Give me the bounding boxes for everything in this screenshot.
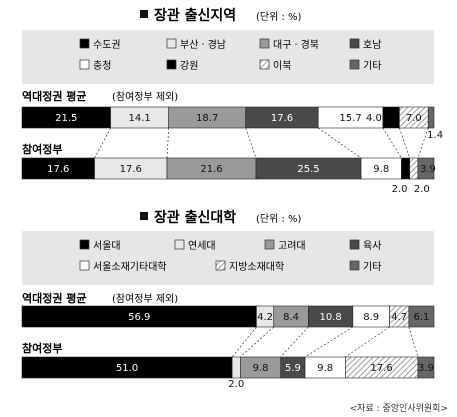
series-name: 역대정권 평균 bbox=[22, 291, 87, 305]
legend-label: 육사 bbox=[363, 240, 381, 252]
chart-title: 장관 출신대학 bbox=[154, 209, 236, 226]
data-label: 15.7 bbox=[339, 113, 361, 124]
connector-line bbox=[382, 127, 402, 159]
legend-label: 부산ㆍ경남 bbox=[180, 38, 226, 51]
connector-line bbox=[94, 127, 111, 159]
legend-label: 충청 bbox=[93, 60, 111, 72]
data-label: 56.9 bbox=[128, 312, 150, 323]
connector-line bbox=[345, 326, 390, 358]
legend-label: 기타 bbox=[363, 261, 381, 273]
data-label: 9.8 bbox=[373, 164, 389, 175]
data-label: 5.9 bbox=[285, 363, 301, 374]
connector-line bbox=[417, 127, 429, 159]
data-label: 21.5 bbox=[55, 113, 77, 124]
series-note: (참여정부 제외) bbox=[112, 293, 178, 305]
data-label: 8.9 bbox=[363, 312, 379, 323]
series-note: (참여정부 제외) bbox=[112, 91, 178, 103]
data-label: 2.0 bbox=[228, 379, 244, 390]
data-label: 6.1 bbox=[413, 312, 429, 323]
data-label: 14.1 bbox=[128, 113, 150, 124]
connector-line bbox=[231, 326, 257, 358]
bar-segment bbox=[409, 157, 419, 180]
legend-swatch bbox=[349, 239, 360, 250]
legend-box bbox=[22, 231, 434, 285]
legend-swatch bbox=[166, 38, 177, 49]
legend-swatch bbox=[79, 38, 90, 49]
data-label: 3.9 bbox=[418, 363, 434, 374]
data-label: 17.6 bbox=[371, 363, 393, 374]
data-label: 10.8 bbox=[319, 312, 341, 323]
legend-swatch bbox=[215, 260, 226, 271]
legend-swatch bbox=[79, 59, 90, 70]
legend-label: 수도권 bbox=[93, 39, 121, 51]
bar-segment bbox=[231, 356, 241, 379]
series-name: 역대정권 평균 bbox=[22, 89, 87, 103]
data-label: 2.0 bbox=[392, 184, 408, 195]
connector-line bbox=[280, 326, 309, 358]
data-label: 4.2 bbox=[257, 312, 273, 323]
source-note: <자료 : 중앙인사위원회> bbox=[350, 402, 448, 414]
bar-segment bbox=[417, 157, 435, 180]
legend-label: 고려대 bbox=[278, 240, 306, 252]
connector-line bbox=[245, 127, 257, 159]
bar-segment bbox=[401, 157, 410, 180]
legend-swatch bbox=[349, 38, 360, 49]
bar-segment bbox=[427, 106, 435, 129]
data-label: 4.0 bbox=[366, 113, 382, 124]
connector-line bbox=[318, 127, 362, 159]
chart-title: 장관 출신지역 bbox=[154, 7, 236, 24]
series-name: 참여정부 bbox=[22, 142, 62, 156]
legend-swatch bbox=[264, 239, 275, 250]
data-label: 9.8 bbox=[317, 363, 333, 374]
bar-segment bbox=[408, 305, 435, 328]
connector-line bbox=[304, 326, 354, 358]
legend-swatch bbox=[259, 38, 270, 49]
title-bullet-icon bbox=[140, 212, 148, 220]
legend-label: 지방소재대학 bbox=[229, 261, 284, 273]
connector-line bbox=[166, 127, 170, 159]
data-label: 1.4 bbox=[427, 130, 443, 141]
data-label: 17.6 bbox=[120, 164, 142, 175]
bar-segment bbox=[417, 356, 435, 379]
data-label: 8.4 bbox=[283, 312, 299, 323]
data-label: 25.5 bbox=[297, 164, 319, 175]
data-label: 9.8 bbox=[253, 363, 269, 374]
data-label: 4.7 bbox=[391, 312, 407, 323]
legend-label: 연세대 bbox=[188, 240, 216, 252]
legend-label: 강원 bbox=[180, 60, 198, 72]
legend-swatch bbox=[349, 59, 360, 70]
connector-line bbox=[408, 326, 419, 358]
data-label: 7.0 bbox=[406, 113, 422, 124]
legend-swatch bbox=[349, 260, 360, 271]
legend-label: 대구ㆍ경북 bbox=[273, 38, 319, 51]
bar-segment bbox=[382, 106, 400, 129]
connector-line bbox=[399, 127, 411, 159]
legend-box bbox=[22, 30, 434, 84]
data-label: 17.6 bbox=[271, 113, 293, 124]
legend-swatch bbox=[259, 59, 270, 70]
legend-swatch bbox=[79, 239, 90, 250]
legend-swatch bbox=[166, 59, 177, 70]
legend-swatch bbox=[174, 239, 185, 250]
connector-line bbox=[240, 326, 274, 358]
legend-swatch bbox=[79, 260, 90, 271]
chart-unit: (단위 : %) bbox=[256, 212, 302, 225]
data-label: 3.9 bbox=[420, 164, 436, 175]
legend-label: 서울대 bbox=[93, 240, 121, 252]
data-label: 21.6 bbox=[200, 164, 222, 175]
legend-label: 호남 bbox=[363, 39, 381, 51]
data-label: 51.0 bbox=[116, 363, 138, 374]
data-label: 2.0 bbox=[414, 184, 430, 195]
legend-label: 기타 bbox=[363, 60, 381, 72]
legend-label: 이북 bbox=[273, 60, 291, 72]
series-name: 참여정부 bbox=[22, 341, 62, 355]
chart-unit: (단위 : %) bbox=[256, 10, 302, 23]
legend-label: 서울소재기타대학 bbox=[93, 261, 167, 273]
data-label: 17.6 bbox=[47, 164, 69, 175]
title-bullet-icon bbox=[140, 10, 148, 18]
data-label: 18.7 bbox=[196, 113, 218, 124]
